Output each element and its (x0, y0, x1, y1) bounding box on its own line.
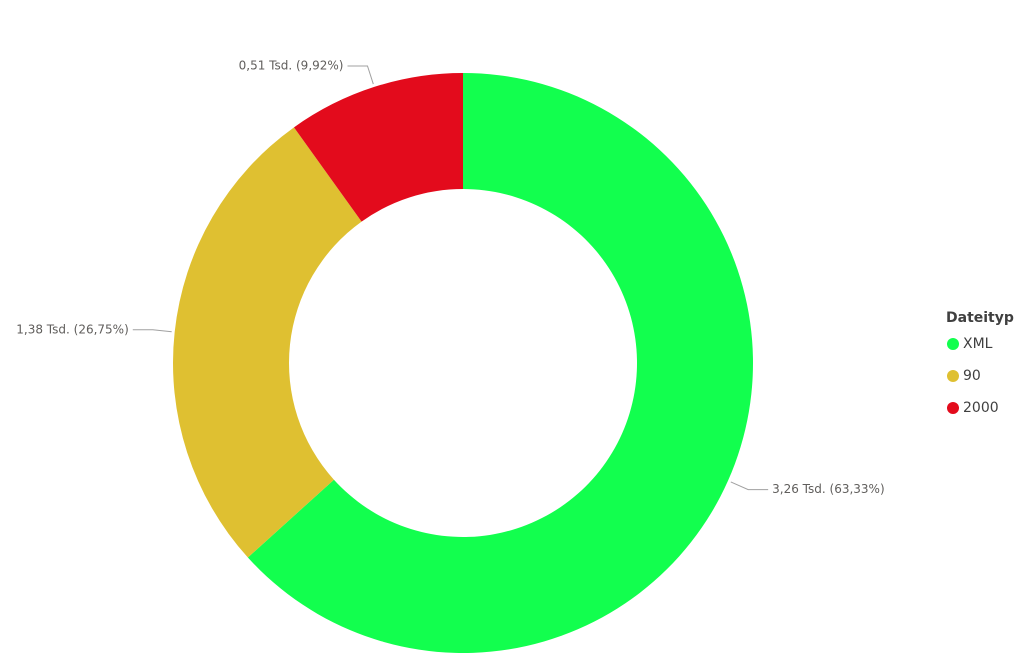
data-label: 1,38 Tsd. (26,75%) (16, 322, 129, 336)
donut-slice (172, 127, 362, 558)
data-label: 3,26 Tsd. (63,33%) (772, 482, 885, 496)
leader-line (132, 329, 172, 333)
data-label: 0,51 Tsd. (9,92%) (239, 58, 344, 72)
legend-item: XML (963, 336, 993, 352)
legend-marker (947, 370, 959, 382)
legend-title: Dateityp (946, 310, 1014, 326)
leader-line (730, 481, 769, 491)
legend-marker (947, 338, 959, 350)
leader-line (347, 65, 374, 85)
legend-marker (947, 402, 959, 414)
legend-item: 2000 (963, 400, 999, 416)
legend-item: 90 (963, 368, 981, 384)
donut-slice (247, 73, 754, 653)
donut-slice (293, 73, 463, 222)
